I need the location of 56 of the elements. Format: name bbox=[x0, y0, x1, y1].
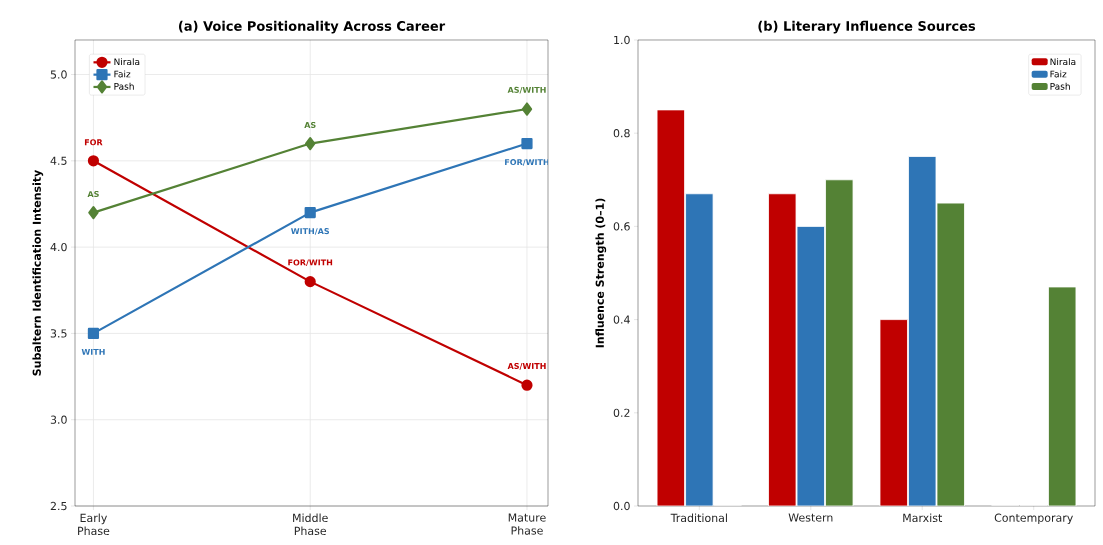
legend-label: Faiz bbox=[1050, 70, 1067, 78]
data-label: WITH/AS bbox=[291, 228, 330, 235]
y-axis-title: Influence Strength (0–1) bbox=[595, 198, 607, 348]
y-tick-label: 4.5 bbox=[50, 156, 67, 165]
point bbox=[304, 206, 316, 219]
point bbox=[304, 276, 316, 288]
x-tick-label: Contemporary bbox=[994, 513, 1073, 524]
x-tick-label: Traditional bbox=[670, 513, 727, 523]
x-tick-label: Early Phase bbox=[78, 513, 110, 536]
data-label: WITH bbox=[81, 348, 105, 355]
bar bbox=[879, 319, 908, 506]
y-tick-label: 2.5 bbox=[50, 501, 67, 511]
legend-label: Nirala bbox=[1050, 58, 1076, 66]
data-label: AS/WITH bbox=[507, 86, 546, 94]
y-tick-label: 3.0 bbox=[50, 415, 67, 424]
x-tick-label: Middle Phase bbox=[293, 513, 328, 536]
bar bbox=[1048, 286, 1077, 506]
y-axis-title: Subaltern Identification Intensity bbox=[32, 169, 44, 376]
point bbox=[87, 327, 100, 340]
bar bbox=[797, 226, 825, 506]
x-tick-label: Mature Phase bbox=[508, 513, 546, 535]
data-label: FOR/WITH bbox=[288, 259, 333, 267]
y-tick-label: 5.0 bbox=[50, 70, 67, 79]
bar bbox=[768, 193, 797, 506]
y-tick-label: 4.0 bbox=[50, 242, 67, 252]
bar bbox=[908, 156, 936, 506]
point bbox=[87, 155, 100, 167]
legend-label: Faiz bbox=[114, 70, 131, 78]
chart-title: (a) Voice Positionality Across Career bbox=[179, 20, 446, 34]
data-label: FOR/WITH bbox=[505, 159, 549, 166]
point bbox=[521, 102, 533, 116]
legend-label: Pash bbox=[1050, 82, 1070, 90]
bar bbox=[657, 109, 685, 506]
legend-label: Pash bbox=[114, 82, 134, 90]
point bbox=[304, 136, 316, 151]
data-label: AS bbox=[87, 191, 99, 198]
bar bbox=[936, 203, 965, 506]
chart-title: (b) Literary Influence Sources bbox=[758, 20, 976, 34]
y-tick-label: 0.0 bbox=[613, 501, 630, 511]
legend-label: Nirala bbox=[114, 58, 140, 66]
point bbox=[521, 379, 533, 391]
bar bbox=[825, 179, 854, 506]
x-tick-label: Western bbox=[788, 513, 833, 522]
y-tick-label: 0.8 bbox=[613, 129, 630, 138]
point bbox=[88, 205, 99, 220]
x-tick-label: Marxist bbox=[903, 513, 943, 523]
y-tick-label: 0.6 bbox=[613, 222, 630, 231]
y-tick-label: 3.5 bbox=[50, 329, 67, 338]
y-tick-label: 0.2 bbox=[613, 408, 630, 417]
y-tick-label: 1.0 bbox=[614, 35, 630, 45]
data-label: AS/WITH bbox=[507, 362, 546, 370]
data-label: FOR bbox=[84, 139, 103, 146]
bar bbox=[685, 193, 714, 506]
y-tick-label: 0.4 bbox=[613, 315, 630, 324]
data-label: AS bbox=[304, 121, 316, 129]
point bbox=[521, 137, 533, 150]
